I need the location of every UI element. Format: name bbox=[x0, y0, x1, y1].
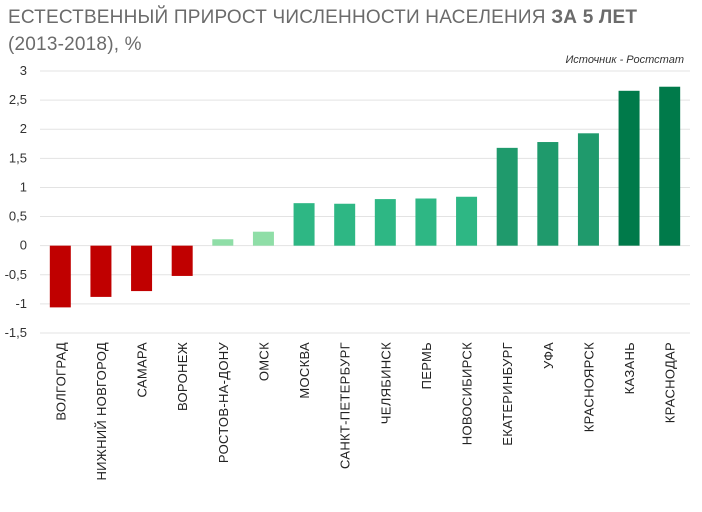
y-tick-label: 0,5 bbox=[9, 209, 27, 224]
bar bbox=[577, 133, 599, 246]
x-category-label: КРАСНОЯРСК bbox=[581, 342, 596, 432]
bar bbox=[49, 245, 71, 308]
bar bbox=[334, 203, 356, 246]
bar bbox=[90, 245, 112, 297]
chart-title-main: ЕСТЕСТВЕННЫЙ ПРИРОСТ ЧИСЛЕННОСТИ НАСЕЛЕН… bbox=[8, 7, 546, 28]
y-tick-label: 0 bbox=[20, 238, 27, 253]
y-tick-label: -1,5 bbox=[5, 325, 27, 340]
x-category-label: НОВОСИБИРСК bbox=[460, 342, 475, 445]
bar bbox=[496, 147, 518, 246]
bar bbox=[293, 203, 315, 246]
bar bbox=[252, 231, 274, 246]
bar bbox=[212, 239, 234, 246]
x-category-label: САНКТ-ПЕТЕРБУРГ bbox=[338, 342, 353, 469]
bar bbox=[374, 199, 396, 246]
x-category-label: ПЕРМЬ bbox=[419, 342, 434, 389]
x-category-label: НИЖНИЙ НОВГОРОД bbox=[94, 342, 109, 481]
x-category-label: ВОЛГОГРАД bbox=[53, 342, 68, 421]
bar bbox=[537, 142, 559, 246]
x-axis: ВОЛГОГРАД НИЖНИЙ НОВГОРОД САМАРА ВОРОНЕЖ РОС… bbox=[53, 342, 677, 481]
y-tick-label: 1,5 bbox=[9, 150, 27, 165]
x-category-label: ОМСК bbox=[256, 342, 271, 381]
y-tick-label: -1 bbox=[15, 296, 27, 311]
x-category-label: ВОРОНЕЖ bbox=[175, 342, 190, 411]
bar bbox=[171, 245, 193, 276]
chart-title: ЕСТЕСТВЕННЫЙ ПРИРОСТ ЧИСЛЕННОСТИ НАСЕЛЕН… bbox=[8, 4, 698, 58]
x-category-label: КРАСНОДАР bbox=[663, 342, 678, 423]
x-category-label: РОСТОВ-НА-ДОНУ bbox=[216, 342, 231, 464]
bar bbox=[456, 196, 478, 246]
y-tick-label: 1 bbox=[20, 179, 27, 194]
bar bbox=[131, 245, 153, 292]
y-tick-label: 2,5 bbox=[9, 92, 27, 107]
x-category-label: УФА bbox=[541, 342, 556, 369]
y-tick-label: 3 bbox=[20, 63, 27, 78]
y-tick-label: 2 bbox=[20, 121, 27, 136]
x-category-label: КАЗАНЬ bbox=[622, 342, 637, 394]
bar bbox=[415, 198, 437, 246]
chart-subtitle: (2013-2018), % bbox=[8, 34, 142, 55]
bar bbox=[618, 90, 640, 246]
x-category-label: МОСКВА bbox=[297, 342, 312, 399]
chart-title-bold: ЗА 5 ЛЕТ bbox=[551, 7, 638, 28]
x-category-label: САМАРА bbox=[135, 342, 150, 398]
y-axis: 3 2,5 2 1,5 1 0,5 0 -0,5 -1 -1,5 bbox=[5, 63, 27, 340]
bars bbox=[49, 86, 681, 308]
source-note: Источник - Ростстат bbox=[565, 54, 684, 66]
y-tick-label: -0,5 bbox=[5, 267, 27, 282]
x-category-label: ЧЕЛЯБИНСК bbox=[378, 342, 393, 424]
bar bbox=[659, 86, 681, 246]
x-category-label: ЕКАТЕРИНБУРГ bbox=[500, 342, 515, 446]
